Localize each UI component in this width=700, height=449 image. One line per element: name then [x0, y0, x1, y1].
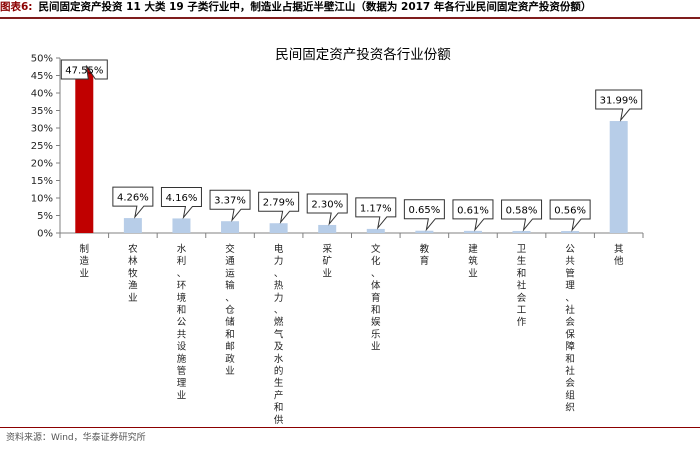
callout-box [403, 199, 445, 232]
bar [269, 223, 288, 233]
x-category-label: 文化、体育和娱乐业 [371, 243, 381, 353]
bar [75, 66, 94, 233]
x-category-label: 交通运输、仓储和邮政业 [225, 243, 235, 377]
y-tick-label: 45% [31, 71, 53, 82]
y-tick-label: 15% [31, 176, 53, 187]
callout-box [60, 59, 108, 80]
y-tick-label: 50% [31, 54, 53, 65]
bar-chart: 民间固定资产投资各行业份额 0% 5% 10% 15% 20% 25% 30% 35% 40% 4… [31, 47, 644, 425]
bars [75, 66, 628, 233]
bar [318, 224, 337, 233]
y-tick-label: 35% [31, 106, 53, 117]
bar [221, 221, 240, 233]
data-label: 47.55% [65, 66, 103, 77]
y-tick-label: 25% [31, 141, 53, 152]
callout-box [452, 199, 494, 232]
x-category-label: 教育 [420, 243, 430, 267]
x-category-label: 其他 [614, 244, 624, 267]
bar [609, 121, 628, 233]
bar [366, 228, 385, 233]
data-label: 4.16% [166, 193, 198, 204]
callout-box [595, 89, 643, 122]
x-category-label: 公共管理、社会保障和社会组织 [565, 244, 575, 414]
bar [123, 218, 142, 233]
source-note: 资料来源：Wind，华泰证券研究所 [6, 433, 146, 443]
callout-box [160, 186, 202, 220]
callout-box [112, 186, 154, 219]
data-label: 3.37% [214, 196, 246, 207]
bar [172, 218, 191, 233]
data-label: 2.30% [311, 199, 343, 210]
y-tick-label: 40% [31, 89, 53, 100]
x-category-label: 水利、环境和公共设施管理业 [177, 243, 187, 401]
figure-header: 图表6: 民间固定资产投资 11 大类 19 子类行业中，制造业占据近半壁江山（数… [0, 0, 700, 19]
data-label: 0.65% [408, 205, 440, 216]
chart-title: 民间固定资产投资各行业份额 [275, 47, 451, 63]
y-tick-label: 5% [37, 211, 53, 222]
bar [561, 231, 580, 233]
data-label-callouts: 47.55% 4.26% 4.16% 3.37% 2.79% 2.30% 1.17% 0.65… [60, 59, 643, 232]
x-category-label: 建筑业 [468, 243, 478, 279]
data-label: 1.17% [360, 203, 392, 214]
y-tick-label: 30% [31, 124, 53, 135]
x-category-label: 制造业 [80, 243, 90, 279]
callout-box [355, 197, 397, 230]
figure-caption: 民间固定资产投资 11 大类 19 子类行业中，制造业占据近半壁江山（数据为 2… [38, 1, 592, 13]
x-category-label: 卫生和社会工作 [517, 244, 527, 328]
data-label: 0.56% [554, 206, 586, 217]
callout-box [306, 193, 348, 226]
data-label: 4.26% [117, 193, 149, 204]
y-ticks: 0% 5% 10% 15% 20% 25% 30% 35% 40% 45% 50% [31, 54, 644, 240]
data-label: 0.58% [506, 205, 538, 216]
bar [512, 230, 531, 233]
x-category-label: 电力、热力、燃气及水的生产和供应业 [274, 243, 284, 425]
data-label: 0.61% [457, 205, 489, 216]
data-label: 31.99% [600, 96, 638, 107]
x-labels: 制造业 农林牧渔业 水利、环境和公共设施管理业 交通运输、仓储和邮政业 电力、热力、燃气… [80, 243, 624, 425]
figure-footer: 资料来源：Wind，华泰证券研究所 [0, 427, 700, 449]
callout-box [549, 199, 591, 232]
x-category-label: 农林牧渔业 [128, 243, 138, 304]
y-tick-label: 10% [31, 194, 53, 205]
data-label: 2.79% [263, 198, 295, 209]
callout-box [209, 189, 251, 223]
y-tick-label: 20% [31, 159, 53, 170]
bar [463, 230, 482, 233]
bar [415, 230, 434, 233]
y-tick-label: 0% [37, 229, 53, 240]
callout-box [501, 199, 543, 232]
x-category-label: 采矿业 [322, 244, 332, 279]
callout-box [258, 191, 300, 225]
figure-label: 图表6: [0, 1, 33, 13]
